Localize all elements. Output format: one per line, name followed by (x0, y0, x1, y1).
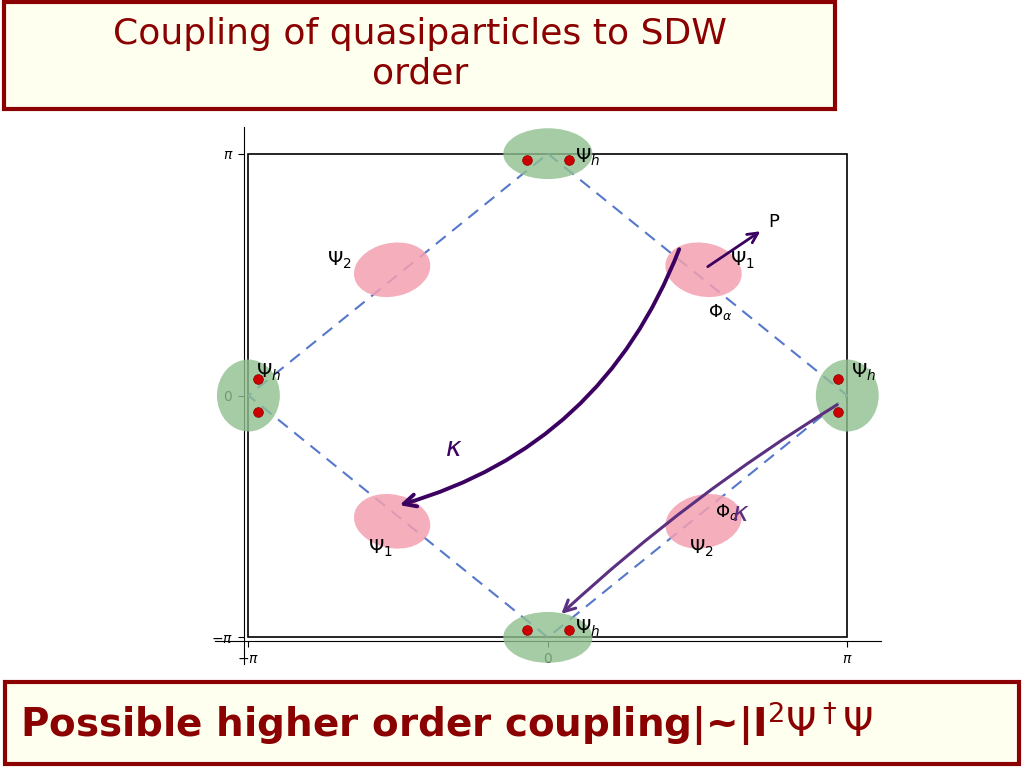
Text: $\Psi_2$: $\Psi_2$ (328, 250, 352, 271)
Text: $\kappa$: $\kappa$ (444, 436, 462, 462)
Text: $\Psi_h$: $\Psi_h$ (574, 147, 600, 168)
Text: $\Psi_h$: $\Psi_h$ (851, 362, 877, 383)
Text: $\Psi_h$: $\Psi_h$ (574, 617, 600, 639)
Ellipse shape (503, 128, 593, 179)
Ellipse shape (503, 612, 593, 663)
Text: $\Psi_1$: $\Psi_1$ (730, 250, 755, 271)
Ellipse shape (217, 359, 280, 432)
Ellipse shape (666, 494, 741, 548)
Text: Possible higher order coupling|~|$\mathregular{I}^2\Psi^\dagger\Psi$: Possible higher order coupling|~|$\mathr… (20, 700, 872, 748)
Text: Coupling of quasiparticles to SDW
order: Coupling of quasiparticles to SDW order (113, 17, 727, 90)
Bar (249, 154, 847, 637)
Text: $\Psi_h$: $\Psi_h$ (256, 362, 282, 383)
Ellipse shape (354, 243, 430, 297)
FancyBboxPatch shape (4, 2, 836, 109)
Ellipse shape (354, 494, 430, 548)
Text: $\Phi_\alpha$: $\Phi_\alpha$ (715, 502, 739, 522)
Ellipse shape (666, 243, 741, 297)
Text: $\Psi_2$: $\Psi_2$ (689, 538, 714, 559)
Ellipse shape (816, 359, 879, 432)
FancyBboxPatch shape (5, 682, 1019, 763)
Text: $\Phi_\alpha$: $\Phi_\alpha$ (709, 302, 733, 322)
Text: P: P (768, 213, 779, 230)
Text: $\Psi_1$: $\Psi_1$ (369, 538, 393, 559)
Text: $\kappa$: $\kappa$ (732, 502, 750, 528)
